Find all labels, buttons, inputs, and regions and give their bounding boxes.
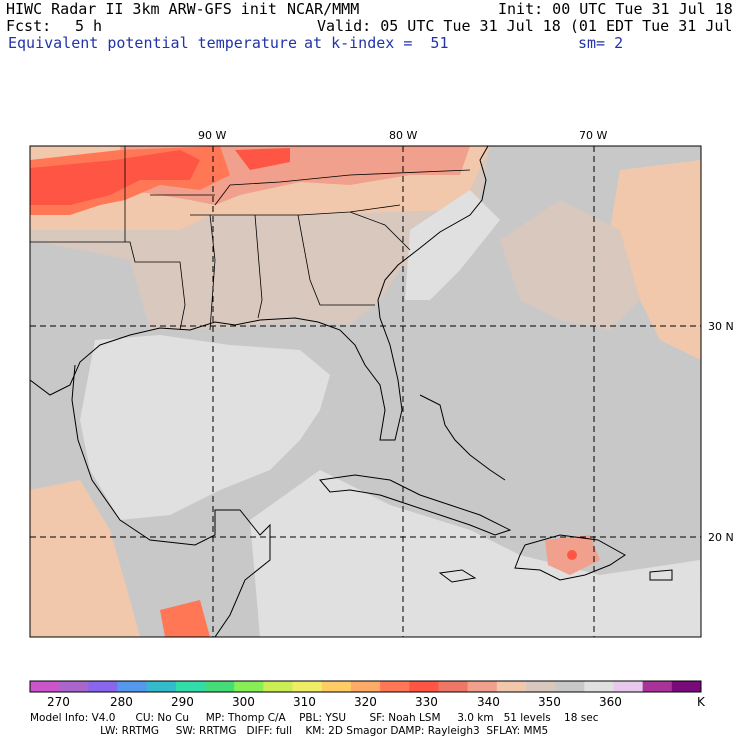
colorbar-swatch — [409, 681, 439, 692]
forecast-hour: 5 h — [75, 17, 103, 35]
field-atlantic-tan — [500, 200, 640, 330]
colorbar-swatch — [555, 681, 585, 692]
colorbar-swatch — [263, 681, 293, 692]
colorbar-swatch — [321, 681, 352, 692]
colorbar-swatch — [350, 681, 381, 692]
colorbar-swatch — [467, 681, 498, 692]
init-time: Init: 00 UTC Tue 31 Jul 18 — [498, 0, 733, 18]
smoothing-value: sm= 2 — [578, 34, 624, 52]
field-mexico-warm — [30, 480, 140, 637]
field-hot-patch — [235, 148, 290, 170]
colorbar-swatch — [59, 681, 89, 692]
border-ga-fl — [297, 214, 375, 306]
bahamas-outline — [419, 394, 506, 481]
colorbar-unit: K — [697, 695, 705, 709]
border-sc — [349, 211, 411, 251]
colorbar-swatch — [380, 681, 410, 692]
model-info-line1: Model Info: V4.0 CU: No Cu MP: Thomp C/A… — [30, 712, 599, 724]
colorbar-tick-270: 270 — [47, 695, 70, 709]
lon-label-80w: 80 W — [389, 129, 418, 142]
colorbar-tick-320: 320 — [354, 695, 377, 709]
colorbar-swatch — [205, 681, 235, 692]
field-atlantic-warm — [600, 160, 701, 360]
lon-label-70w: 70 W — [579, 129, 608, 142]
border-al-ga — [254, 214, 263, 319]
colorbar-swatch — [117, 681, 147, 692]
colorbar-swatch — [175, 681, 206, 692]
map-frame — [29, 145, 702, 638]
colorbar-swatch — [438, 681, 468, 692]
colorbar-swatch — [292, 681, 323, 692]
field-hispaniola-hot — [567, 550, 577, 560]
cuba-coast — [319, 474, 512, 536]
field-name: Equivalent potential temperature — [8, 34, 297, 52]
colorbar-border — [29, 680, 702, 693]
hispaniola-coast — [514, 534, 626, 581]
plot-title: HIWC Radar II 3km ARW-GFS init — [6, 0, 277, 18]
lat-label-20n: 20 N — [708, 531, 734, 544]
colorbar-swatch — [613, 681, 643, 692]
colorbar-swatch — [671, 681, 702, 692]
colorbar-swatch — [642, 681, 673, 692]
colorbar — [29, 680, 702, 693]
colorbar-tick-340: 340 — [477, 695, 500, 709]
colorbar-tick-310: 310 — [293, 695, 316, 709]
colorbar-swatch — [525, 681, 556, 692]
colorbar-swatch — [88, 681, 118, 692]
border-ms-al — [209, 214, 216, 331]
state-borders — [30, 146, 471, 331]
forecast-label: Fcst: — [6, 17, 52, 35]
valid-time: Valid: 05 UTC Tue 31 Jul 18 (01 EDT Tue … — [317, 17, 740, 35]
border-tx-la — [30, 241, 186, 331]
organization: NCAR/MMM — [287, 0, 360, 18]
field-gulf-clear — [80, 335, 330, 520]
coastlines — [30, 146, 673, 637]
colorbar-swatch — [584, 681, 614, 692]
border-ky-tn — [214, 169, 471, 206]
colorbar-swatch — [496, 681, 527, 692]
colorbar-tick-290: 290 — [171, 695, 194, 709]
us-gulf-atlantic-coast — [30, 146, 489, 441]
mexico-coast — [71, 364, 271, 637]
colorbar-tick-350: 350 — [538, 695, 561, 709]
level-index: at k-index = 51 — [304, 34, 449, 52]
theta-e-field — [30, 146, 701, 637]
colorbar-swatch — [146, 681, 177, 692]
field-caribbean-clear — [250, 470, 701, 637]
colorbar-swatch — [234, 681, 264, 692]
colorbar-tick-330: 330 — [415, 695, 438, 709]
colorbar-tick-360: 360 — [599, 695, 622, 709]
border-tn-south — [190, 204, 401, 216]
field-mexico-hot — [160, 600, 210, 637]
colorbar-swatch — [30, 681, 60, 692]
graticule — [30, 146, 701, 637]
jamaica-coast — [438, 569, 477, 583]
lon-label-90w: 90 W — [198, 129, 227, 142]
colorbar-tick-280: 280 — [110, 695, 133, 709]
lat-label-30n: 30 N — [708, 320, 734, 333]
field-hottest-region — [30, 150, 200, 205]
puerto-rico-coast — [649, 569, 673, 581]
model-info-line2: LW: RRTMG SW: RRTMG DIFF: full KM: 2D Sm… — [30, 725, 549, 737]
field-atlantic-clear — [405, 190, 500, 300]
colorbar-tick-300: 300 — [232, 695, 255, 709]
